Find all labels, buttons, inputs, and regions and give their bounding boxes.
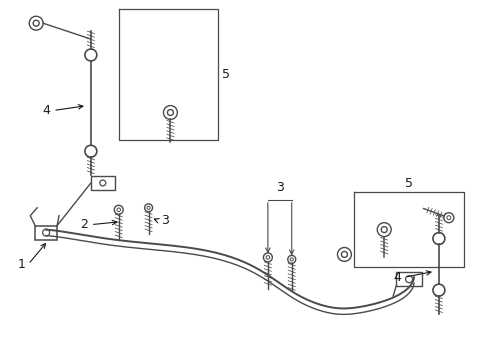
Text: 2: 2 xyxy=(80,218,88,231)
Text: 4: 4 xyxy=(42,104,50,117)
Text: 3: 3 xyxy=(276,181,284,194)
Text: 1: 1 xyxy=(17,258,25,271)
Text: 5: 5 xyxy=(222,68,230,81)
Text: 3: 3 xyxy=(162,214,170,227)
Text: 5: 5 xyxy=(405,177,413,190)
Text: 4: 4 xyxy=(393,271,401,284)
